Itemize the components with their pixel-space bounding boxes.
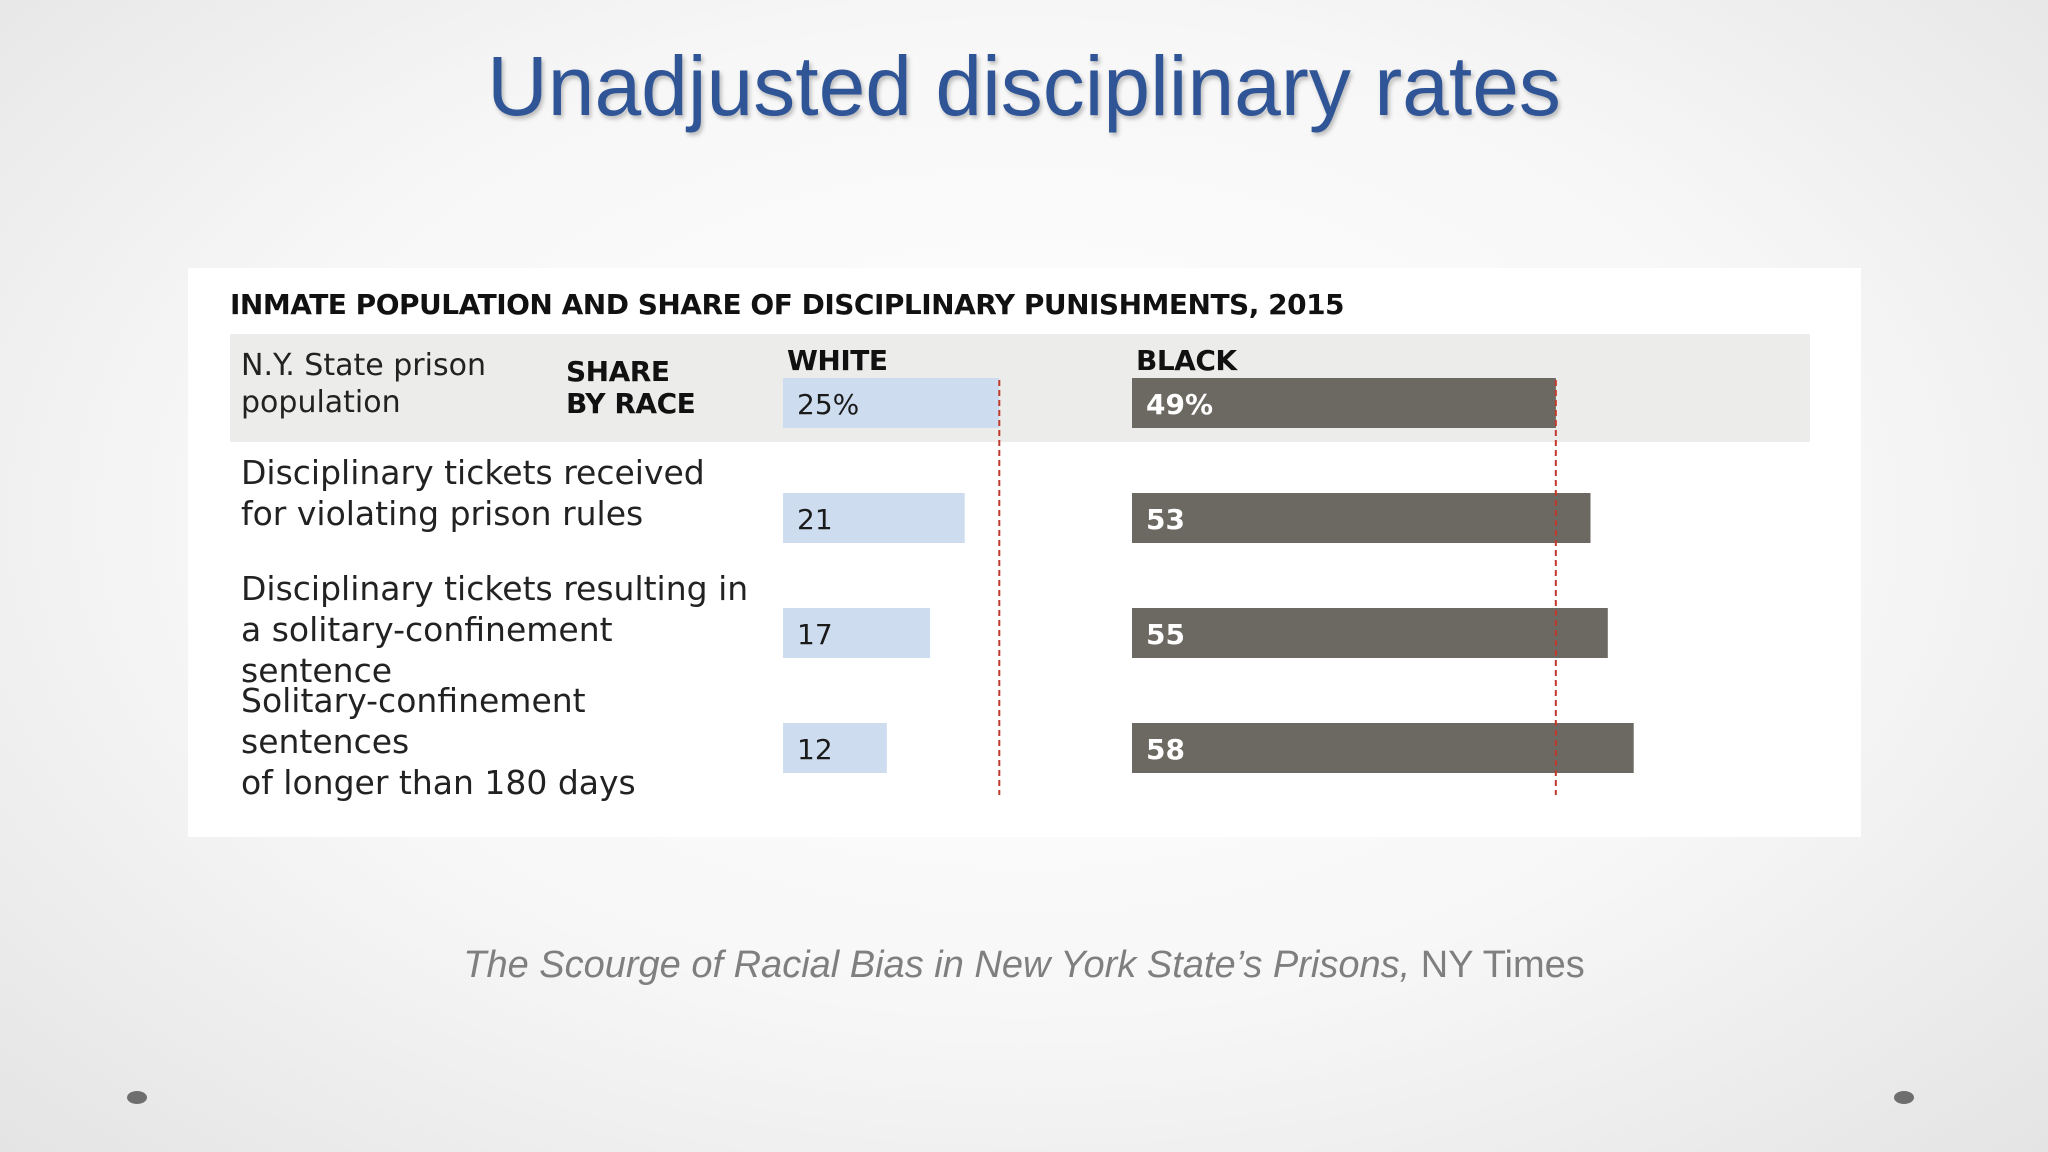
bar-label-white-2: 17 [797, 618, 833, 651]
bar-black-0 [1132, 378, 1556, 428]
share-by-race-label: SHARE BY RACE [566, 355, 696, 420]
row-label-long-solitary: Solitary-confinement sentences of longer… [241, 681, 636, 802]
slide-dot-right [1894, 1091, 1914, 1104]
row-label-tickets-solitary: Disciplinary tickets resulting in a soli… [241, 569, 749, 690]
bar-white-1 [783, 493, 965, 543]
chart-panel: INMATE POPULATION AND SHARE OF DISCIPLIN… [188, 268, 1861, 837]
slide-title: Unadjusted disciplinary rates [487, 39, 1561, 133]
row-label-tickets-received: Disciplinary tickets received for violat… [241, 453, 705, 533]
row-label-population: N.Y. State prison population [241, 348, 486, 420]
bar-white-3 [783, 723, 887, 773]
bar-label-black-0: 49% [1146, 388, 1213, 421]
bar-black-3 [1132, 723, 1634, 773]
bar-white-2 [783, 608, 931, 658]
column-head-black: BLACK [1136, 344, 1237, 377]
caption-article-title: The Scourge of Racial Bias in New York S… [463, 944, 1411, 986]
column-head-white: WHITE [787, 344, 888, 377]
caption-publisher: NY Times [1410, 944, 1585, 986]
bar-label-black-3: 58 [1146, 733, 1185, 766]
bar-label-white-3: 12 [797, 733, 833, 766]
bar-label-white-1: 21 [797, 503, 833, 536]
bar-black-2 [1132, 608, 1608, 658]
slide-dot-left [127, 1091, 147, 1104]
bar-white-0 [783, 378, 1000, 428]
bar-black-1 [1132, 493, 1591, 543]
bar-label-white-0: 25% [797, 388, 859, 421]
bar-chart-svg: 25% 21 17 12 49% 53 55 58 [783, 378, 1634, 795]
chart-title: INMATE POPULATION AND SHARE OF DISCIPLIN… [230, 288, 1345, 321]
bar-label-black-1: 53 [1146, 503, 1185, 536]
bar-label-black-2: 55 [1146, 618, 1185, 651]
source-caption: The Scourge of Racial Bias in New York S… [0, 944, 2048, 987]
